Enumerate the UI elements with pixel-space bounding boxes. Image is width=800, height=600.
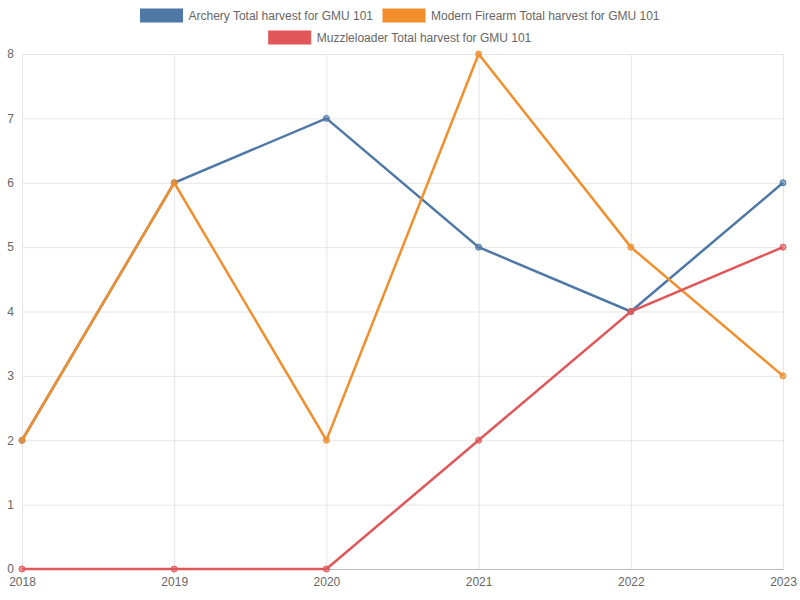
x-grid-line — [326, 54, 327, 569]
series-point — [19, 566, 25, 572]
series-point — [780, 373, 786, 379]
x-tick-label: 2020 — [314, 575, 341, 589]
series-point — [19, 437, 25, 443]
series-point — [476, 244, 482, 250]
legend-item: Archery Total harvest for GMU 101 — [140, 9, 373, 23]
y-tick: 5 — [7, 240, 783, 254]
series-point — [476, 437, 482, 443]
y-tick: 3 — [7, 369, 783, 383]
y-grid-line — [22, 54, 783, 55]
series-point — [476, 51, 482, 57]
y-tick: 8 — [7, 47, 783, 61]
legend-item: Muzzleloader Total harvest for GMU 101 — [269, 31, 532, 45]
chart: 012345678201820192020202120222023Archery… — [0, 0, 800, 600]
series-point — [780, 180, 786, 186]
x-grid-line — [174, 54, 175, 569]
y-tick: 2 — [7, 434, 783, 448]
x-tick-label: 2023 — [770, 575, 797, 589]
series-point — [628, 309, 634, 315]
series-group — [19, 51, 786, 572]
x-tick-label: 2018 — [9, 575, 36, 589]
x-tick-label: 2022 — [618, 575, 645, 589]
legend-swatch — [269, 31, 311, 44]
y-tick-label: 1 — [7, 498, 14, 512]
series-line — [22, 54, 783, 440]
legend-swatch — [383, 9, 425, 22]
legend-swatch — [140, 9, 182, 22]
series-point — [323, 566, 329, 572]
x-tick-label: 2019 — [161, 575, 188, 589]
y-tick-label: 4 — [7, 305, 14, 319]
y-tick-label: 2 — [7, 434, 14, 448]
y-tick-label: 8 — [7, 47, 14, 61]
x-axis: 2018 2019 2020 2021 2022 2023 — [9, 54, 797, 589]
x-tick: 2018 — [9, 54, 36, 589]
x-axis-line — [23, 54, 784, 570]
x-grid-line — [479, 54, 480, 569]
legend: Archery Total harvest for GMU 101 Modern … — [140, 9, 659, 45]
legend-label: Modern Firearm Total harvest for GMU 101 — [431, 9, 660, 23]
series-point — [628, 309, 634, 315]
x-tick: 2019 — [161, 54, 188, 589]
series-point — [171, 180, 177, 186]
legend-label: Muzzleloader Total harvest for GMU 101 — [317, 31, 532, 45]
x-tick-label: 2021 — [466, 575, 493, 589]
x-grid-line — [22, 54, 23, 569]
x-grid-line — [783, 54, 784, 569]
series-point — [323, 437, 329, 443]
x-tick: 2023 — [770, 54, 797, 589]
y-grid-line — [22, 440, 783, 441]
y-tick: 6 — [7, 176, 783, 190]
y-tick: 7 — [7, 112, 783, 126]
y-tick: 4 — [7, 305, 783, 319]
plot-area: 012345678201820192020202120222023 — [7, 47, 797, 588]
series-point — [628, 244, 634, 250]
series-point — [171, 566, 177, 572]
y-grid-line — [22, 376, 783, 377]
series-point — [323, 115, 329, 121]
y-tick-label: 3 — [7, 369, 14, 383]
legend-label: Archery Total harvest for GMU 101 — [188, 9, 373, 23]
y-tick-label: 7 — [7, 112, 14, 126]
y-grid-line — [22, 312, 783, 313]
y-tick-label: 6 — [7, 176, 14, 190]
series-point — [171, 180, 177, 186]
y-axis: 012345678 — [7, 47, 783, 576]
legend-item: Modern Firearm Total harvest for GMU 101 — [383, 9, 660, 23]
series-point — [19, 437, 25, 443]
x-tick: 2022 — [618, 54, 645, 589]
series-line — [22, 247, 783, 569]
y-axis-line — [23, 55, 784, 570]
y-tick-label: 5 — [7, 240, 14, 254]
series-point — [780, 244, 786, 250]
y-grid-line — [22, 118, 783, 119]
x-tick: 2021 — [466, 54, 493, 589]
x-tick: 2020 — [314, 54, 341, 589]
